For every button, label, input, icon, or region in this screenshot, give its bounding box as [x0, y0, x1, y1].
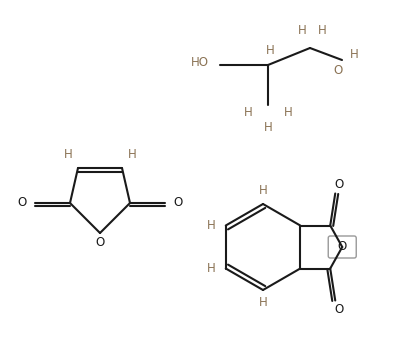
Text: O: O	[17, 197, 26, 209]
Text: H: H	[317, 23, 326, 36]
Text: H: H	[63, 149, 72, 162]
Text: O: O	[95, 237, 104, 250]
Text: O: O	[332, 64, 342, 76]
Text: H: H	[127, 149, 136, 162]
Text: H: H	[258, 185, 267, 198]
Text: H: H	[263, 121, 272, 135]
Text: O: O	[334, 303, 343, 316]
Text: HO: HO	[190, 56, 209, 69]
Text: H: H	[206, 219, 215, 232]
Text: O: O	[337, 240, 346, 254]
Text: O: O	[173, 197, 182, 209]
Text: H: H	[297, 23, 306, 36]
Text: H: H	[349, 49, 357, 62]
Text: H: H	[206, 262, 215, 275]
Text: H: H	[265, 44, 274, 56]
Text: H: H	[258, 296, 267, 309]
Text: O: O	[334, 178, 343, 191]
Text: H: H	[243, 106, 252, 119]
Text: H: H	[283, 106, 292, 119]
